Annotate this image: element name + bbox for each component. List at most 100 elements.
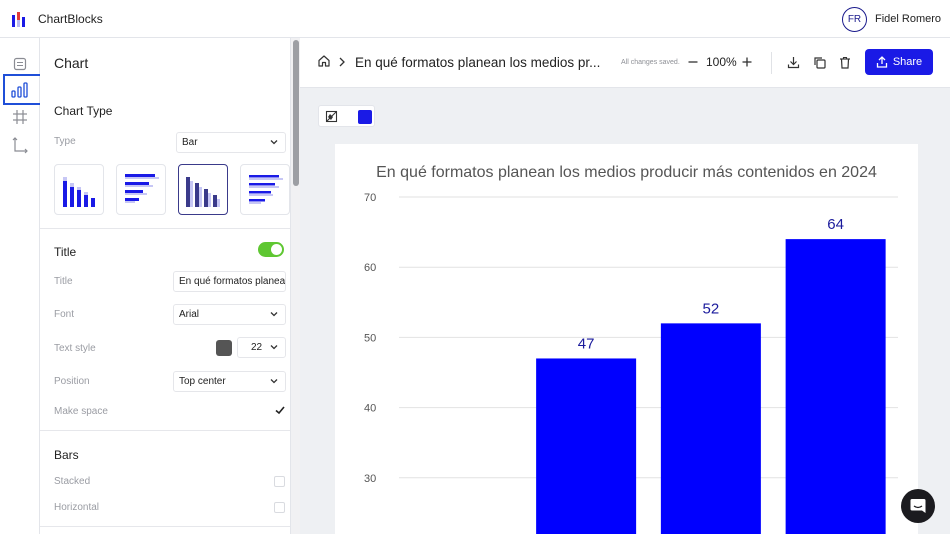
horizontal-label: Horizontal (54, 502, 100, 513)
breadcrumb-chevron-icon (339, 57, 345, 67)
data-icon (13, 57, 27, 71)
chart-variant-horizontal-stacked[interactable] (240, 164, 290, 215)
bars-section-heading: Bars (54, 448, 79, 462)
chart-variant-vertical-selected[interactable] (178, 164, 228, 215)
main-area: En qué formatos planean los medios pr...… (300, 38, 950, 534)
bar-chart: 30 40 50 60 70 47 52 64 (364, 192, 898, 534)
chart-type-value: Bar (182, 137, 198, 148)
scrollbar-thumb[interactable] (293, 40, 299, 186)
position-label: Position (54, 376, 90, 387)
chart-title[interactable]: En qué formatos planean los medios produ… (376, 164, 877, 181)
zoom-level: 100% (706, 55, 737, 69)
document-header: En qué formatos planean los medios pr...… (300, 38, 950, 88)
bar[interactable] (536, 358, 637, 534)
chevron-down-icon (270, 140, 278, 145)
paint-bucket-icon (325, 110, 338, 123)
rail-grid-button[interactable] (5, 103, 35, 131)
chart-type-select[interactable]: Bar (176, 132, 286, 153)
font-value: Arial (179, 309, 200, 320)
stacked-checkbox[interactable] (274, 476, 285, 487)
y-tick-label: 70 (364, 192, 376, 204)
title-label: Title (54, 276, 73, 287)
toolbar-divider (771, 52, 772, 74)
chart-icon (11, 82, 28, 98)
y-tick-label: 30 (364, 473, 376, 485)
text-style-label: Text style (54, 343, 96, 354)
bar-data-label: 64 (827, 216, 844, 233)
position-value: Top center (179, 376, 226, 387)
chartblocks-logo-icon (12, 12, 25, 27)
text-size-select[interactable]: 22 (237, 337, 286, 358)
series-color-swatch[interactable] (358, 110, 372, 124)
zoom-out-button[interactable] (687, 56, 699, 68)
title-input-value: En qué formatos planea (179, 276, 286, 287)
panel-title: Chart (54, 55, 89, 71)
font-select[interactable]: Arial (173, 304, 286, 325)
download-button[interactable] (786, 55, 800, 69)
top-bar: ChartBlocks FR Fidel Romero (0, 0, 950, 38)
chart-variant-vertical-grouped[interactable] (54, 164, 104, 215)
text-size-value: 22 (251, 342, 263, 353)
vertical-bars-thumbnail-icon (186, 177, 220, 207)
chart-canvas[interactable]: En qué formatos planean los medios produ… (335, 144, 918, 534)
stacked-label: Stacked (54, 476, 91, 487)
rail-axes-button[interactable] (5, 131, 35, 159)
chevron-down-icon (270, 312, 278, 317)
y-tick-label: 40 (364, 403, 376, 415)
duplicate-button[interactable] (812, 55, 826, 69)
y-tick-label: 60 (364, 262, 376, 274)
y-tick-label: 50 (364, 332, 376, 344)
bar[interactable] (660, 323, 761, 534)
chart-mini-toolbar (318, 105, 375, 127)
bar-data-label: 47 (578, 335, 595, 352)
chevron-down-icon (270, 379, 278, 384)
bar-data-label: 52 (703, 300, 720, 317)
copy-icon (813, 56, 826, 69)
minus-icon (688, 61, 698, 63)
make-space-label: Make space (54, 406, 108, 417)
checkmark-icon[interactable] (274, 404, 286, 416)
chat-icon (910, 499, 926, 513)
share-label: Share (892, 56, 923, 68)
grid-icon (13, 110, 27, 124)
panel-scrollbar[interactable] (290, 38, 300, 534)
title-toggle[interactable] (258, 242, 284, 257)
delete-button[interactable] (838, 55, 852, 69)
text-color-swatch[interactable] (216, 340, 232, 356)
bar[interactable] (785, 239, 886, 534)
user-initials: FR (847, 14, 862, 25)
home-icon (318, 55, 330, 67)
divider (40, 228, 290, 229)
edit-background-button[interactable] (324, 109, 339, 124)
home-button[interactable] (316, 53, 332, 69)
font-label: Font (54, 309, 75, 320)
rail-data-button[interactable] (5, 50, 35, 78)
chevron-down-icon (270, 345, 278, 350)
app-name: ChartBlocks (38, 12, 103, 26)
horizontal-bars-thumbnail-icon (249, 175, 283, 204)
type-label: Type (54, 136, 76, 147)
divider (40, 526, 290, 527)
chart-variant-horizontal-grouped[interactable] (116, 164, 166, 215)
divider (40, 430, 290, 431)
axes-icon (12, 137, 28, 154)
chart-type-heading: Chart Type (54, 104, 113, 118)
save-status: All changes saved. (621, 59, 680, 66)
horizontal-bars-thumbnail-icon (125, 174, 159, 203)
zoom-in-button[interactable] (741, 56, 753, 68)
share-button[interactable]: Share (865, 49, 933, 75)
position-select[interactable]: Top center (173, 371, 286, 392)
title-input[interactable]: En qué formatos planea (173, 271, 286, 292)
horizontal-checkbox[interactable] (274, 502, 285, 513)
user-name[interactable]: Fidel Romero (875, 13, 942, 25)
vertical-bars-thumbnail-icon (63, 177, 95, 207)
properties-panel: Chart Chart Type Type Bar (40, 38, 290, 534)
download-icon (787, 56, 799, 68)
title-section-heading: Title (54, 245, 77, 259)
share-icon (876, 56, 887, 68)
left-rail (0, 38, 53, 534)
document-title[interactable]: En qué formatos planean los medios pr... (355, 55, 601, 70)
user-avatar[interactable]: FR (842, 7, 867, 32)
chat-launcher-button[interactable] (901, 489, 935, 523)
trash-icon (840, 56, 850, 69)
